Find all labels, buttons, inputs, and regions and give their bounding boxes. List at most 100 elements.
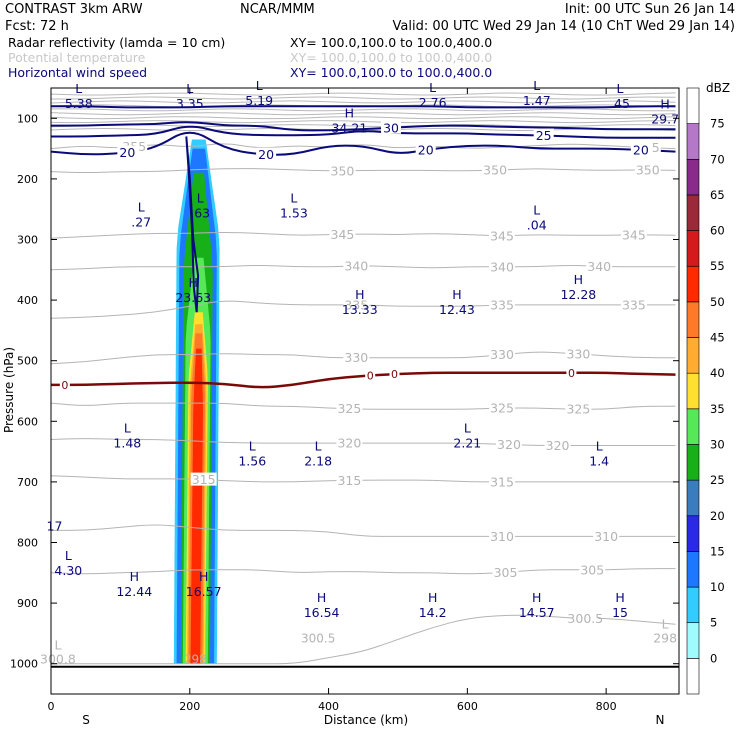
wind-extremum-value: 2.18 (304, 454, 332, 469)
wind-label-20: 20 (258, 147, 274, 162)
theta-contour-350 (51, 168, 676, 173)
theta-label-335: 335 (490, 297, 514, 312)
field-xy-wind: XY= 100.0,100.0 to 100.0,400.0 (290, 65, 492, 80)
y-tick-label: 600 (17, 415, 38, 428)
wind-extremum-marker: H (345, 105, 354, 120)
colorbar-label: 40 (710, 366, 725, 380)
wind-extremum-value: 13.33 (342, 302, 378, 317)
theta-contour-upper (51, 108, 676, 112)
theta-label-bg (489, 259, 516, 273)
y-tick-label: 500 (17, 355, 38, 368)
valid-time: Valid: 00 UTC Wed 29 Jan 14 (10 ChT Wed … (393, 19, 735, 34)
wind-extremum-value: 16.54 (304, 605, 340, 620)
theta-contour-upper (51, 116, 676, 120)
field-name-wind: Horizontal wind speed (8, 65, 147, 80)
wind-extremum-value: .04 (527, 217, 547, 232)
theta-contour-345 (51, 232, 676, 239)
wind-extremum-value: 15 (612, 605, 628, 620)
colorbar-label: 45 (710, 331, 725, 345)
theta-label-350: 350 (483, 163, 507, 178)
x-tick-label: 600 (457, 700, 478, 713)
wind-label-bg (256, 147, 277, 161)
theta-label-bg (565, 346, 592, 360)
wind-extremum-marker: H (574, 272, 583, 287)
tropopause-label-bg (365, 369, 376, 382)
wind-extremum-marker: L (533, 202, 540, 217)
theta-label-340: 340 (490, 259, 514, 274)
wind-contour-core (185, 136, 200, 313)
colorbar-label: 15 (710, 544, 725, 558)
theta-label-350: 350 (636, 162, 660, 177)
tropopause-label: 0 (367, 369, 374, 382)
forecast-hour: Fcst: 72 h (5, 19, 69, 34)
colorbar-cell (686, 372, 700, 410)
colorbar-label: 5 (710, 616, 717, 630)
colorbar: 0 5 10 15 20 25 30 35 40 45 50 55 60 65 70 75 (686, 87, 725, 695)
theta-label-320: 320 (337, 436, 361, 451)
x-tick-label: 400 (318, 700, 339, 713)
reflectivity-shade-50dbz (190, 348, 203, 664)
institution-label: NCAR/MMM (240, 2, 315, 17)
theta-label-bg (579, 562, 606, 576)
theta-label-315: 315 (337, 473, 361, 488)
theta-label-335: 335 (344, 297, 368, 312)
y-tick-label: 800 (17, 537, 38, 550)
tropopause-label-bg (389, 368, 400, 381)
theta-contour-305 (51, 568, 676, 575)
wind-contour-30 (51, 121, 676, 132)
wind-contour-25 (51, 125, 676, 139)
y-tick-label: 400 (17, 294, 38, 307)
wind-extremum-marker: H (317, 590, 326, 605)
colorbar-cell (686, 87, 700, 124)
theta-label-bg (336, 436, 363, 450)
wind-extremum-marker: H (199, 569, 208, 584)
wind-extremum-value: .63 (190, 205, 210, 220)
wind-label-20: 20 (418, 142, 434, 157)
theta-label-bg (329, 227, 356, 241)
tropopause-label: 0 (568, 367, 575, 380)
theta-extremum-marker: L (662, 616, 669, 631)
field-xy-theta: XY= 100.0,100.0 to 100.0,400.0 (290, 50, 492, 65)
wind-label-bg (117, 145, 138, 159)
wind-extremum-marker: L (138, 199, 145, 214)
theta-label-305: 305 (494, 565, 518, 580)
colorbar-label: 60 (710, 224, 725, 238)
wind-label-25: 25 (536, 128, 552, 143)
colorbar-cell (686, 658, 700, 695)
colorbar-label: 65 (710, 188, 725, 202)
theta-label-330: 330 (566, 346, 590, 361)
theta-contour-320 (51, 438, 676, 447)
wind-extremum-marker: L (533, 78, 540, 93)
field-name-theta: Potential temperature (8, 50, 146, 65)
wind-extremum-marker: L (617, 81, 624, 96)
colorbar-title: dBZ (706, 81, 730, 95)
theta-label-bg (620, 227, 647, 241)
wind-extremum-marker: H (428, 590, 437, 605)
theta-label-bg (489, 228, 516, 242)
wind-extremum-value: 1.56 (238, 454, 266, 469)
colorbar-cell (686, 194, 700, 231)
wind-extremum-marker: L (249, 439, 256, 454)
theta-label-330: 330 (344, 350, 368, 365)
init-time: Init: 00 UTC Sun 26 Jan 14 (565, 2, 735, 17)
endpoint-north: N (656, 713, 665, 727)
theta-label-340: 340 (587, 259, 611, 274)
tropopause-label: 0 (61, 379, 68, 392)
theta-label-345: 345 (622, 227, 646, 242)
theta-label-bg (634, 162, 661, 176)
theta-label-bg (489, 474, 516, 488)
field-xy-reflectivity: XY= 100.0,100.0 to 100.0,400.0 (290, 35, 492, 50)
wind-extremum-marker: L (315, 439, 322, 454)
wind-extremum-value: 29.7 (651, 111, 679, 126)
colorbar-cell (686, 123, 700, 160)
theta-contour-upper (51, 120, 676, 124)
wind-edge-label: 17 (47, 518, 63, 533)
theta-extremum-value: 300.8 (40, 652, 76, 667)
wind-extremum-marker: H (355, 287, 364, 302)
theta-label-350: 350 (331, 163, 355, 178)
theta-label-bg (492, 565, 519, 579)
y-tick-label: 100 (17, 112, 38, 125)
wind-extremum-value: 12.28 (560, 287, 596, 302)
endpoint-south: S (82, 713, 90, 727)
